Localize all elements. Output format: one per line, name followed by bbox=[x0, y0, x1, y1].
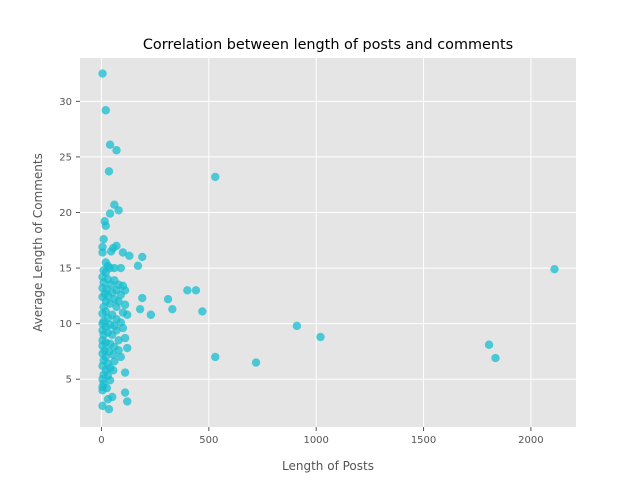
data-point bbox=[116, 290, 125, 299]
data-point bbox=[550, 264, 559, 274]
data-point bbox=[123, 310, 132, 319]
data-point bbox=[138, 252, 147, 262]
data-point bbox=[484, 340, 494, 349]
data-point bbox=[118, 248, 128, 257]
data-point bbox=[211, 172, 220, 182]
data-point bbox=[118, 323, 128, 333]
data-point bbox=[120, 388, 130, 397]
data-point bbox=[103, 395, 113, 404]
x-tick-label: 500 bbox=[199, 435, 218, 446]
data-point bbox=[112, 302, 121, 312]
data-point bbox=[105, 299, 115, 308]
data-point bbox=[105, 209, 115, 218]
data-point bbox=[108, 330, 117, 339]
x-tick-label: 0 bbox=[98, 435, 104, 446]
x-tick-label: 1500 bbox=[411, 435, 436, 446]
plot-area bbox=[80, 58, 576, 427]
data-point bbox=[101, 106, 110, 115]
data-point bbox=[98, 248, 107, 257]
data-point bbox=[133, 261, 143, 271]
data-point bbox=[292, 321, 302, 331]
data-point bbox=[163, 294, 173, 304]
x-axis-ticks: 0 500 1000 1500 2000 bbox=[98, 427, 544, 446]
data-point bbox=[104, 405, 114, 414]
data-point bbox=[112, 146, 121, 155]
y-tick-label: 15 bbox=[59, 264, 72, 275]
y-tick-label: 20 bbox=[59, 208, 72, 219]
y-tick-label: 10 bbox=[59, 319, 72, 330]
data-point bbox=[251, 358, 261, 367]
data-point bbox=[191, 286, 201, 295]
data-point bbox=[123, 397, 132, 406]
data-point bbox=[138, 293, 147, 303]
data-point bbox=[101, 221, 110, 231]
data-point bbox=[110, 263, 119, 273]
data-point bbox=[98, 401, 107, 411]
data-point bbox=[146, 310, 156, 319]
data-point bbox=[105, 140, 115, 149]
x-tick-label: 2000 bbox=[518, 435, 543, 446]
y-axis-label: Average Length of Comments bbox=[31, 153, 45, 332]
data-point bbox=[120, 368, 130, 377]
data-point bbox=[114, 206, 123, 215]
grid-lines bbox=[80, 58, 576, 427]
data-point bbox=[106, 247, 116, 256]
data-point bbox=[109, 350, 118, 359]
y-tick-label: 30 bbox=[59, 97, 72, 108]
data-point bbox=[105, 376, 115, 385]
data-point bbox=[125, 251, 134, 261]
data-point bbox=[183, 286, 192, 295]
data-point bbox=[114, 336, 123, 345]
data-point bbox=[98, 386, 107, 395]
y-tick-label: 5 bbox=[66, 375, 72, 386]
data-point bbox=[120, 333, 130, 343]
x-tick-label: 1000 bbox=[303, 435, 328, 446]
data-point bbox=[99, 234, 108, 244]
data-point bbox=[491, 353, 500, 363]
data-point bbox=[109, 366, 118, 375]
data-point bbox=[116, 352, 125, 362]
data-point bbox=[116, 263, 125, 273]
data-point bbox=[104, 167, 114, 176]
data-point bbox=[168, 304, 177, 314]
data-point bbox=[110, 357, 119, 366]
data-point bbox=[135, 304, 145, 314]
data-point bbox=[120, 300, 130, 309]
data-point bbox=[198, 307, 207, 316]
data-point bbox=[316, 332, 325, 342]
data-points bbox=[98, 69, 559, 414]
chart-title: Correlation between length of posts and … bbox=[143, 37, 513, 53]
y-tick-label: 25 bbox=[59, 152, 72, 163]
y-axis-ticks: 5 10 15 20 25 30 bbox=[59, 97, 80, 386]
x-axis-label: Length of Posts bbox=[282, 459, 374, 473]
data-point bbox=[98, 69, 107, 78]
data-point bbox=[123, 343, 132, 353]
data-point bbox=[211, 352, 220, 362]
